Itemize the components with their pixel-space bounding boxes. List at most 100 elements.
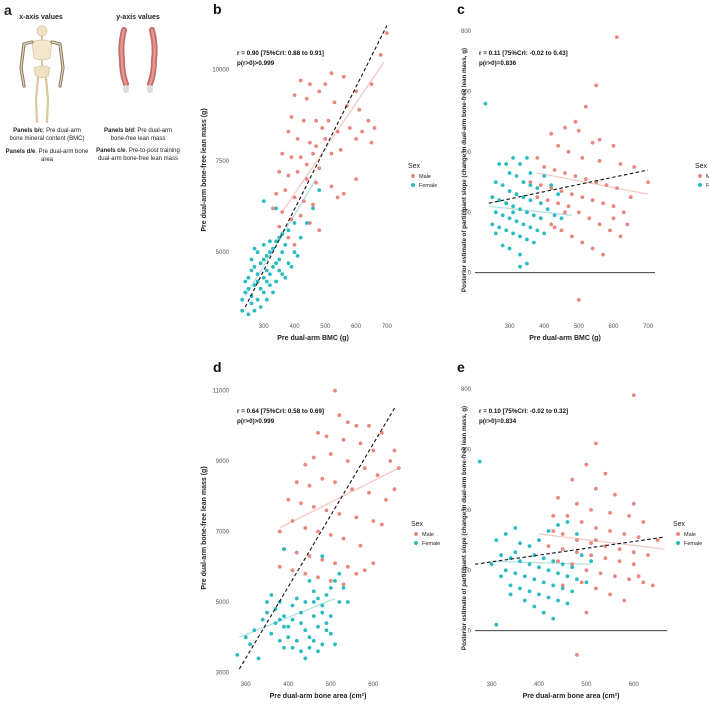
female-data-point [552,213,557,218]
female-data-point [277,617,282,622]
male-data-point [367,490,371,495]
male-data-point [556,559,560,564]
arm-muscles-illustration [118,27,158,93]
female-data-point [477,459,482,464]
female-data-point [525,156,529,160]
female-data-point [537,538,541,542]
x-tick-label: 300 [487,682,498,688]
female-data-point [522,598,527,603]
female-data-point [283,243,288,247]
male-data-point [323,82,328,86]
female-data-point [504,162,509,166]
female-data-point [303,656,308,661]
female-data-point [261,290,266,295]
male-data-point [294,550,299,555]
female-data-point [575,532,579,536]
x-tick-label: 700 [643,324,654,330]
y-tick-label: 10000 [212,68,229,74]
female-data-point [513,571,518,576]
male-data-point [627,577,631,582]
male-data-point [589,553,593,558]
male-data-point [655,538,660,542]
female-data-point [243,635,248,640]
male-data-point [299,501,303,506]
legend-label-female: Female [684,541,702,547]
male-data-point [326,118,331,123]
male-data-point [590,140,595,145]
male-data-point [360,129,365,134]
male-data-point [584,568,589,573]
male-data-point [298,155,303,160]
female-data-point [560,562,565,567]
female-data-point [271,264,275,269]
male-data-point [338,148,343,152]
male-data-point [396,466,401,470]
x-tick-label: 500 [320,324,331,330]
female-data-point [256,656,261,661]
male-fit-line [537,172,649,195]
female-data-point [274,261,278,266]
male-data-point [604,183,609,188]
x-tick-label: 300 [241,682,252,688]
female-data-point [273,621,278,625]
male-data-point [570,234,574,239]
panel-letter-c: c [457,1,465,17]
male-data-point [584,462,589,467]
female-data-point [584,580,589,585]
male-data-point [324,434,329,439]
male-data-point [597,137,602,142]
male-data-point [594,486,598,491]
female-data-point [261,275,266,280]
male-data-point [328,579,333,583]
female-data-point [252,628,257,633]
male-data-point [289,155,294,160]
male-data-point [290,519,295,523]
female-data-point [518,234,522,239]
female-data-point [513,550,518,555]
female-data-point [565,574,570,579]
female-data-point [307,635,312,640]
female-data-point [345,600,350,604]
male-data-point [584,610,589,615]
female-data-point [235,653,240,657]
male-data-point [615,186,619,191]
male-data-point [369,82,374,86]
male-data-point [636,535,641,539]
female-data-point [542,231,547,236]
x-tick-label: 400 [534,682,545,688]
male-data-point [603,471,608,476]
female-data-point [280,250,285,255]
male-data-point [292,93,297,97]
male-data-point [576,298,581,302]
male-data-point [271,206,275,211]
female-data-point [538,216,543,221]
male-data-point [362,466,367,470]
female-data-point [503,532,508,536]
correlation-annotation: p(r>0)=0.834 [479,418,517,425]
female-data-point [264,268,269,273]
male-data-point [308,221,312,225]
female-data-point [508,583,513,588]
x-tick-label: 400 [290,324,301,330]
male-data-point [316,529,320,534]
female-data-point [556,192,560,197]
female-data-point [499,553,503,558]
female-data-point [252,246,257,251]
female-data-point [535,186,540,191]
overall-fit-line [238,407,395,670]
male-data-point [372,126,377,130]
male-data-point [320,476,325,481]
legend-label-female: Female [706,183,709,189]
x-axis-caption-2: Panels d/e. Pre dual-arm bone area [5,149,89,163]
female-data-point [268,250,272,255]
male-data-point [274,191,278,196]
male-data-point [598,571,603,576]
male-data-point [601,201,605,206]
female-data-point [541,610,546,615]
male-data-point [290,568,295,573]
female-data-point [299,649,303,654]
female-data-point [243,290,248,295]
female-data-point [527,562,532,567]
female-data-point [320,554,325,559]
female-data-point [503,568,508,573]
